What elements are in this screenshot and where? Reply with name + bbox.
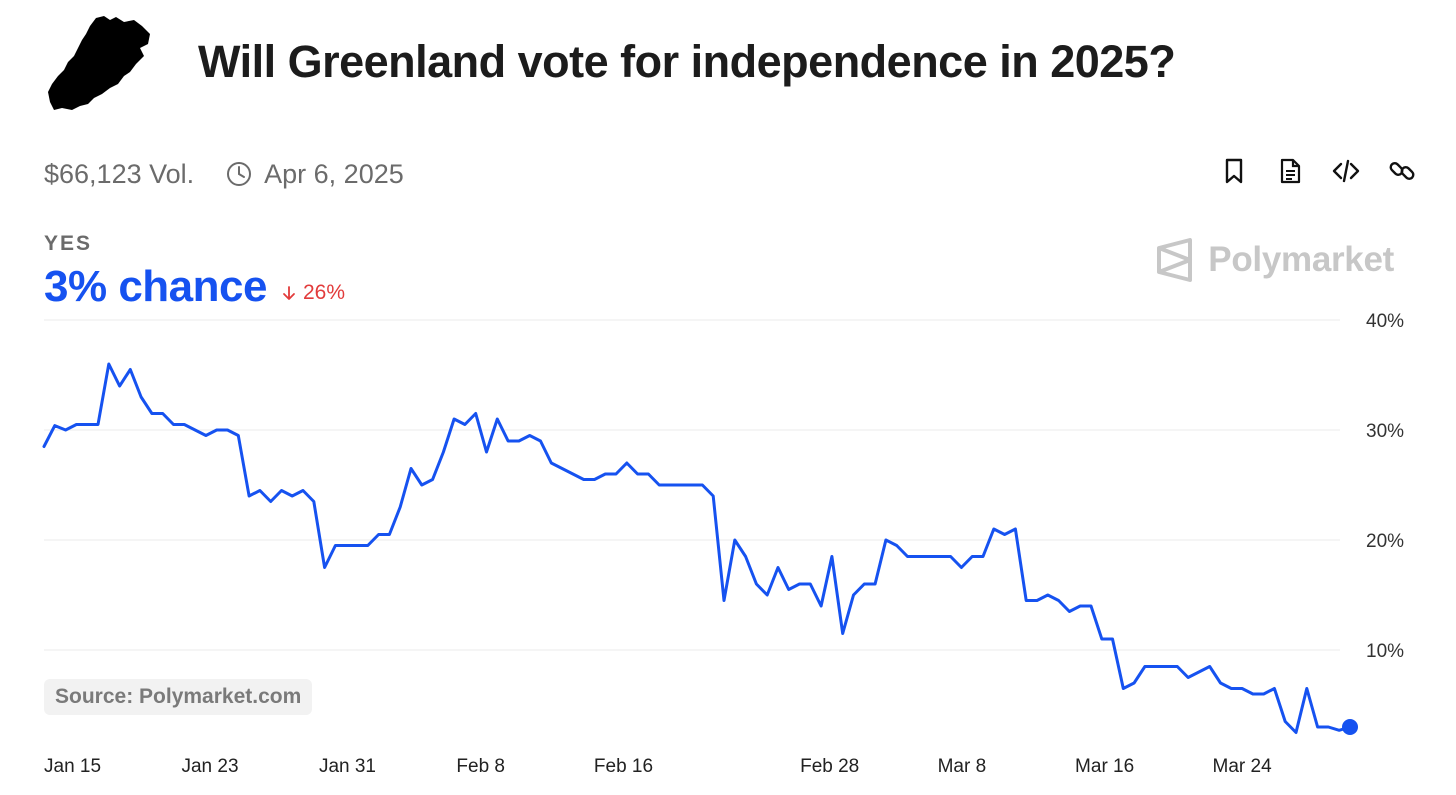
action-bar <box>1220 156 1416 186</box>
change-value: 26% <box>302 281 345 304</box>
current-value-point <box>1342 719 1358 735</box>
y-tick-label: 40% <box>1366 311 1404 332</box>
end-date: Apr 6, 2025 <box>264 158 404 189</box>
link-icon <box>1389 162 1415 180</box>
x-tick-label: Jan 31 <box>319 756 376 777</box>
x-tick-label: Jan 23 <box>181 756 238 777</box>
document-button[interactable] <box>1276 156 1304 186</box>
y-tick-label: 20% <box>1366 531 1404 552</box>
x-tick-label: Feb 16 <box>594 756 653 777</box>
clock-icon <box>227 162 252 186</box>
greenland-map-icon <box>48 16 150 110</box>
x-tick-label: Feb 28 <box>800 756 859 777</box>
source-label: Source: Polymarket.com <box>44 679 313 715</box>
copy-link-button[interactable] <box>1388 156 1416 186</box>
arrow-down-icon <box>283 286 295 300</box>
change-badge: 26% <box>281 281 345 305</box>
y-tick-label: 30% <box>1366 421 1404 442</box>
market-title: Will Greenland vote for independence in … <box>198 36 1176 87</box>
x-tick-label: Mar 8 <box>938 756 987 777</box>
outcome-label: YES <box>44 232 93 255</box>
bookmark-button[interactable] <box>1220 156 1248 186</box>
bookmark-icon <box>1225 158 1243 184</box>
market-meta: $66,123 Vol. Apr 6, 2025 <box>44 156 404 192</box>
x-tick-label: Mar 24 <box>1213 756 1273 777</box>
chance-value: 3% chance <box>44 262 267 311</box>
brand-watermark: Polymarket <box>1156 238 1394 282</box>
chance-row: 3% chance 26% <box>44 262 345 312</box>
volume-text: $66,123 Vol. <box>44 158 195 189</box>
document-icon <box>1280 158 1301 184</box>
x-tick-label: Feb 8 <box>456 756 505 777</box>
x-tick-label: Mar 16 <box>1075 756 1134 777</box>
series-line <box>42 362 1352 734</box>
code-icon <box>1332 159 1360 183</box>
polymarket-logo-icon <box>1157 238 1193 282</box>
y-tick-label: 10% <box>1366 641 1404 662</box>
brand-name: Polymarket <box>1208 240 1394 279</box>
embed-button[interactable] <box>1332 156 1360 186</box>
x-tick-label: Jan 15 <box>44 756 101 777</box>
